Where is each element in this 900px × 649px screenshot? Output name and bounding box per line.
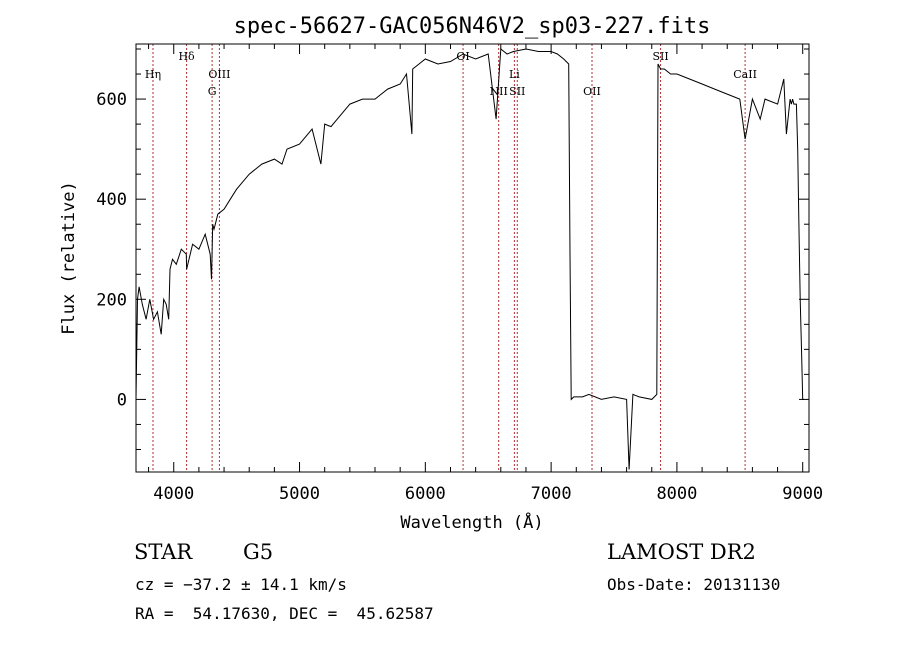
spectral-line-label: OIII: [208, 68, 230, 81]
y-tick-label: 600: [96, 90, 127, 110]
line-markers: [152, 44, 746, 472]
y-ticks: 0 200 400 600: [96, 48, 809, 450]
y-tick-label: 0: [117, 390, 127, 410]
x-tick-label: 7000: [531, 484, 572, 504]
x-tick-label: 9000: [782, 484, 823, 504]
chart-title: spec-56627-GAC056N46V2_sp03-227.fits: [234, 14, 711, 39]
survey-name: LAMOST DR2: [607, 540, 756, 564]
spectral-line-label: SII: [509, 85, 525, 98]
object-class: STAR: [134, 540, 193, 564]
y-axis-label: Flux (relative): [59, 181, 79, 335]
obs-date: Obs-Date: 20131130: [607, 575, 781, 594]
spectral-line-label: SII: [652, 50, 668, 63]
x-tick-label: 4000: [153, 484, 194, 504]
cz-value: cz = −37.2 ± 14.1 km/s: [135, 575, 347, 594]
plot-frame: [135, 43, 810, 473]
subclass: G5: [243, 540, 274, 564]
spectral-line-label: Li: [509, 68, 520, 81]
x-tick-label: 6000: [405, 484, 446, 504]
y-tick-label: 200: [96, 290, 127, 310]
spectral-line-label: OII: [583, 85, 601, 98]
spectral-line-label: CaII: [733, 68, 757, 81]
spectral-line-label: NII: [490, 85, 508, 98]
spectral-line-label: Hη: [145, 68, 161, 81]
spectral-line-label: G: [208, 85, 217, 98]
spectral-line-label: Hδ: [178, 50, 195, 63]
spectrum-series: [135, 48, 804, 470]
x-tick-label: 8000: [656, 484, 697, 504]
coordinates: RA = 54.17630, DEC = 45.62587: [135, 604, 434, 623]
x-ticks: 4000 5000 6000 7000 8000 9000: [148, 44, 823, 504]
x-axis-label: Wavelength (Å): [400, 511, 543, 533]
spectral-line-label: OI: [456, 50, 469, 63]
x-tick-label: 5000: [279, 484, 320, 504]
y-tick-label: 400: [96, 190, 127, 210]
